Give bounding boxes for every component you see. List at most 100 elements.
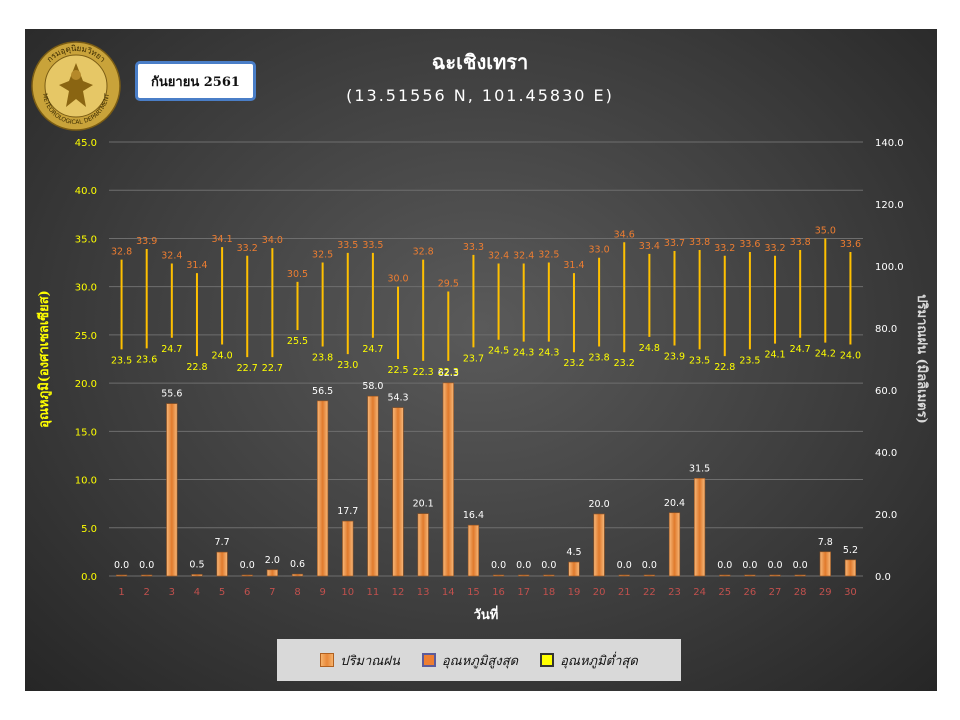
tmax-value-label: 33.8 <box>689 237 710 248</box>
legend-item-tmin: อุณหภูมิต่ำสุด <box>540 650 638 671</box>
x-tick-label: 17 <box>517 587 530 598</box>
tmin-value-label: 23.7 <box>463 353 484 364</box>
rain-value-label: 0.0 <box>793 560 808 571</box>
rain-value-label: 0.0 <box>516 560 531 571</box>
rain-value-label: 62.3 <box>438 368 459 379</box>
data-labels: 0.0 0.0 55.6 0.5 7.7 0.0 2.0 0.6 56.5 17.7 58.0 54.… <box>111 225 861 571</box>
rain-value-label: 20.4 <box>664 498 685 509</box>
tmax-value-label: 32.8 <box>413 247 434 258</box>
tmax-value-label: 32.5 <box>312 250 333 261</box>
rain-bar <box>115 574 128 577</box>
x-tick-label: 29 <box>819 587 832 598</box>
axes: 0.05.010.015.020.025.030.035.040.045.00.… <box>36 138 929 623</box>
x-tick-label: 21 <box>618 587 631 598</box>
rain-bar <box>141 574 153 577</box>
rain-value-label: 0.0 <box>717 560 732 571</box>
rain-bars <box>115 382 857 577</box>
rain-value-label: 0.0 <box>617 560 632 571</box>
tmax-value-label: 33.6 <box>840 239 861 250</box>
tmin-value-label: 23.2 <box>614 358 635 369</box>
x-tick-label: 15 <box>467 587 480 598</box>
chart-subtitle: (13.51556 N, 101.45830 E) <box>346 86 614 105</box>
rain-value-label: 31.5 <box>689 463 710 474</box>
rain-bar <box>694 478 706 577</box>
x-tick-label: 9 <box>319 587 325 598</box>
rain-bar <box>643 574 655 577</box>
rain-bar <box>492 574 505 577</box>
rain-bar <box>317 400 329 577</box>
rain-value-label: 0.6 <box>290 559 305 570</box>
rain-value-label: 0.0 <box>541 560 556 571</box>
y-right-tick-label: 60.0 <box>875 386 897 397</box>
y-left-axis-title: อุณหภูมิ(องศาเซลเซียส) <box>36 290 52 428</box>
rain-bar <box>266 569 278 577</box>
rain-bar <box>518 574 530 577</box>
rain-value-label: 20.0 <box>589 499 610 510</box>
tmin-value-label: 24.3 <box>538 348 559 359</box>
rain-bar <box>191 574 203 577</box>
tmax-value-label: 33.2 <box>714 243 735 254</box>
meteorological-department-logo: กรมอุตุนิยมวิทยา METEOROLOGICAL DEPARTME… <box>31 41 121 131</box>
legend-item-rain: ปริมาณฝน <box>320 650 400 671</box>
rain-bar <box>744 574 756 577</box>
x-tick-label: 14 <box>442 587 455 598</box>
x-tick-label: 5 <box>219 587 225 598</box>
legend-label-tmin: อุณหภูมิต่ำสุด <box>560 653 638 669</box>
y-right-tick-label: 140.0 <box>875 138 904 149</box>
rain-bar <box>668 512 681 577</box>
legend-swatch-rain <box>320 653 335 667</box>
legend-swatch-tmin <box>540 653 555 667</box>
y-left-tick-label: 35.0 <box>75 234 97 245</box>
tmax-value-label: 33.4 <box>639 241 660 252</box>
rain-bar <box>417 513 429 577</box>
tmax-value-label: 34.0 <box>262 235 283 246</box>
tmin-value-label: 23.8 <box>589 352 610 363</box>
tmin-value-label: 23.6 <box>136 354 157 365</box>
month-label-box: กันยายน 2561 <box>135 61 256 101</box>
rain-value-label: 4.5 <box>566 547 581 558</box>
rain-value-label: 20.1 <box>413 499 434 510</box>
x-tick-label: 20 <box>593 587 606 598</box>
x-tick-label: 10 <box>341 587 354 598</box>
tmin-value-label: 23.8 <box>312 352 333 363</box>
tmax-value-label: 33.0 <box>589 245 610 256</box>
tmax-value-label: 33.7 <box>664 238 685 249</box>
tmax-value-label: 33.9 <box>136 236 157 247</box>
tmin-value-label: 22.8 <box>186 362 207 373</box>
y-left-tick-label: 5.0 <box>81 524 97 535</box>
legend-label-rain: ปริมาณฝน <box>340 653 400 669</box>
month-label: กันยายน 2561 <box>151 74 240 90</box>
x-tick-label: 16 <box>492 587 505 598</box>
rain-value-label: 7.8 <box>818 537 833 548</box>
tmin-value-label: 24.7 <box>362 344 383 355</box>
tmax-value-label: 30.0 <box>387 274 408 285</box>
rain-bar <box>442 382 454 577</box>
x-tick-label: 4 <box>194 587 200 598</box>
y-left-tick-label: 45.0 <box>75 138 97 149</box>
tmax-value-label: 33.3 <box>463 242 484 253</box>
temperature-ranges <box>120 238 852 361</box>
x-tick-label: 8 <box>294 587 300 598</box>
tmax-value-label: 32.4 <box>161 251 182 262</box>
x-tick-label: 3 <box>169 587 175 598</box>
rain-bar <box>593 513 605 577</box>
tmin-value-label: 22.7 <box>262 363 283 374</box>
x-tick-label: 28 <box>794 587 807 598</box>
tmin-value-label: 22.5 <box>387 365 408 376</box>
y-right-tick-label: 0.0 <box>875 572 891 583</box>
tmin-value-label: 24.2 <box>815 349 836 360</box>
rain-value-label: 0.0 <box>767 560 782 571</box>
y-left-tick-label: 30.0 <box>75 283 97 294</box>
x-tick-label: 12 <box>392 587 405 598</box>
legend-label-tmax: อุณหภูมิสูงสุด <box>441 653 519 669</box>
y-right-axis-title: ปริมาณฝน (มิลลิเมตร) <box>914 294 929 423</box>
tmax-value-label: 33.5 <box>337 240 358 251</box>
tmax-value-label: 33.5 <box>362 240 383 251</box>
x-tick-label: 7 <box>269 587 275 598</box>
tmax-value-label: 33.8 <box>790 237 811 248</box>
y-left-tick-label: 10.0 <box>75 476 97 487</box>
y-right-tick-label: 80.0 <box>875 324 897 335</box>
x-tick-label: 13 <box>417 587 430 598</box>
tmin-value-label: 24.3 <box>513 348 534 359</box>
